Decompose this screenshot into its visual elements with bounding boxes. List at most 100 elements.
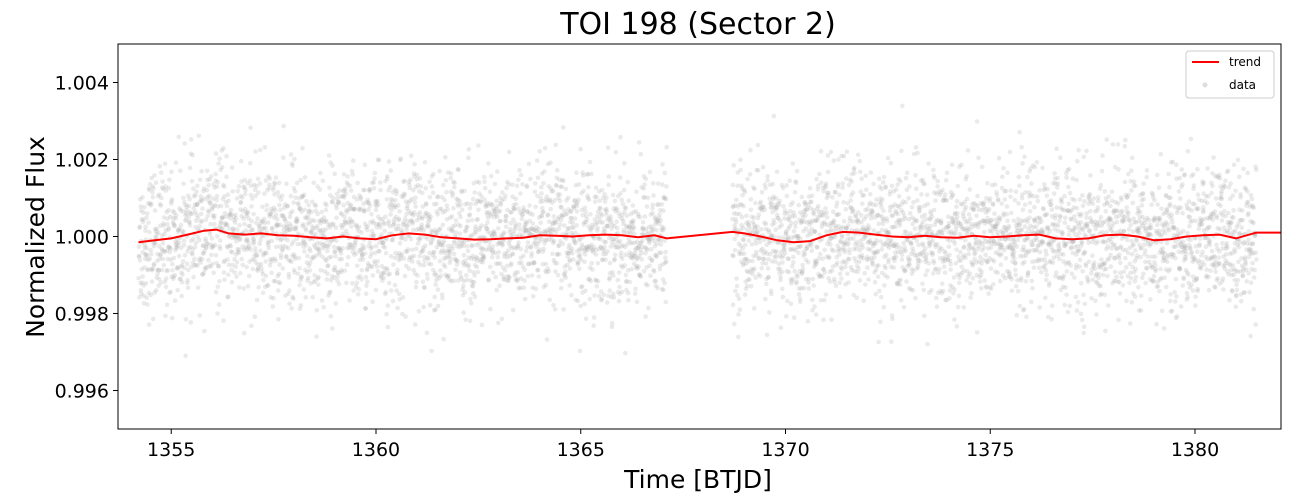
data-point: [155, 271, 160, 277]
data-point: [188, 320, 194, 325]
data-point: [420, 204, 426, 209]
data-point: [988, 266, 994, 271]
data-point: [977, 279, 983, 285]
data-point: [366, 207, 371, 213]
data-point: [427, 179, 432, 185]
data-point: [502, 196, 507, 202]
data-point: [649, 258, 655, 264]
data-point: [1077, 247, 1082, 253]
data-point: [435, 194, 441, 199]
data-point: [486, 210, 492, 215]
data-point: [778, 325, 784, 331]
data-point: [856, 266, 861, 271]
data-point: [160, 186, 166, 192]
data-point: [1209, 248, 1215, 254]
data-point: [320, 254, 325, 260]
data-point: [205, 241, 211, 246]
data-point: [409, 247, 415, 253]
data-point: [748, 207, 754, 213]
data-point: [288, 152, 294, 157]
data-point: [169, 169, 174, 175]
data-point: [841, 199, 846, 205]
data-point: [1007, 149, 1013, 155]
data-point: [510, 251, 516, 256]
data-point: [297, 265, 302, 271]
data-point: [375, 198, 380, 204]
data-point: [325, 271, 330, 277]
data-point: [1003, 255, 1009, 261]
data-point: [214, 193, 220, 199]
data-point: [630, 203, 636, 208]
data-point: [205, 213, 210, 219]
data-point: [392, 187, 398, 193]
data-point: [466, 147, 472, 152]
data-point: [147, 229, 152, 235]
data-point: [206, 257, 211, 263]
data-point: [769, 200, 774, 206]
data-point: [451, 251, 457, 257]
data-point: [1188, 136, 1194, 142]
data-point: [445, 274, 450, 280]
data-point: [836, 157, 841, 162]
data-point: [1031, 265, 1037, 271]
data-point: [784, 183, 789, 188]
data-point: [433, 282, 439, 287]
data-point: [551, 238, 557, 244]
data-point: [188, 211, 193, 217]
data-point: [144, 295, 150, 301]
data-point: [427, 302, 433, 308]
data-point: [1091, 196, 1097, 201]
data-point: [448, 278, 454, 284]
data-point: [347, 203, 353, 209]
data-point: [642, 182, 647, 187]
data-point: [406, 179, 412, 184]
data-point: [349, 224, 354, 229]
data-point: [412, 271, 418, 276]
data-point: [763, 261, 769, 266]
data-point: [852, 170, 857, 176]
data-point: [373, 287, 379, 293]
data-point: [260, 204, 265, 210]
data-point: [870, 262, 875, 268]
data-point: [491, 206, 496, 212]
data-point: [251, 241, 256, 246]
data-point: [791, 315, 797, 320]
data-point: [1014, 312, 1020, 318]
data-point: [301, 287, 307, 292]
data-point: [263, 178, 269, 183]
data-point: [483, 204, 489, 209]
data-point: [200, 272, 205, 277]
data-point: [365, 197, 371, 203]
data-point: [923, 272, 928, 278]
data-point: [830, 195, 835, 200]
data-point: [144, 245, 149, 251]
data-point: [947, 296, 952, 301]
data-point: [323, 227, 329, 232]
data-point: [1198, 266, 1204, 271]
data-point: [328, 160, 334, 165]
data-point: [561, 178, 566, 183]
data-point: [209, 242, 214, 247]
data-point: [1144, 266, 1150, 271]
data-point: [309, 217, 315, 223]
data-point: [645, 247, 650, 252]
data-point: [406, 208, 412, 214]
data-point: [1033, 224, 1039, 230]
data-point: [183, 211, 189, 216]
data-point: [229, 165, 235, 170]
data-point: [1195, 166, 1200, 172]
data-point: [280, 248, 285, 253]
data-point: [286, 275, 292, 280]
data-point: [478, 251, 484, 256]
data-point: [572, 216, 578, 221]
data-point: [298, 205, 303, 211]
data-point: [150, 194, 156, 200]
data-point: [245, 180, 250, 186]
data-point: [363, 225, 369, 230]
data-point: [250, 227, 255, 233]
data-point: [357, 207, 363, 213]
data-point: [365, 261, 371, 266]
data-point: [915, 150, 920, 156]
data-point: [440, 222, 446, 228]
data-point: [171, 274, 177, 280]
